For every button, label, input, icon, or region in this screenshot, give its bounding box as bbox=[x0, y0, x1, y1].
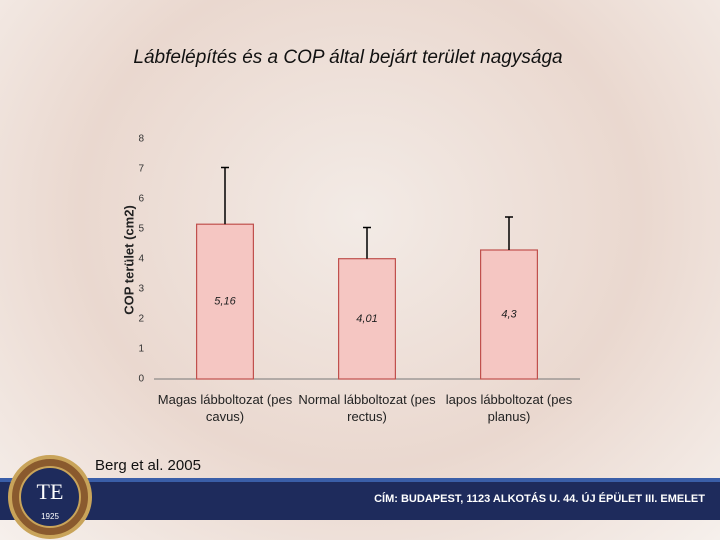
x-tick-label: lapos lábboltozat (pes planus) bbox=[445, 392, 573, 424]
value-label: 4,3 bbox=[501, 308, 517, 320]
footer-stripe bbox=[0, 478, 720, 482]
x-tick-label: Magas lábboltozat (pes cavus) bbox=[157, 392, 293, 424]
y-tick-label: 8 bbox=[138, 134, 144, 145]
chart-title: Lábfelépítés és a COP által bejárt terül… bbox=[133, 47, 562, 68]
y-tick-label: 5 bbox=[138, 224, 144, 235]
footer-band bbox=[0, 478, 720, 520]
y-tick-label: 3 bbox=[138, 284, 144, 295]
y-tick-label: 4 bbox=[138, 254, 144, 265]
logo-text: TE bbox=[37, 479, 64, 504]
value-label: 5,16 bbox=[214, 296, 236, 308]
address: CÍM: BUDAPEST, 1123 ALKOTÁS U. 44. ÚJ ÉP… bbox=[374, 492, 705, 505]
y-tick-label: 6 bbox=[138, 194, 144, 205]
y-tick-label: 7 bbox=[138, 164, 144, 175]
bar bbox=[480, 249, 539, 380]
y-tick-label: 1 bbox=[138, 344, 144, 355]
y-axis-label: COP terület (cm2) bbox=[121, 205, 136, 315]
citation: Berg et al. 2005 bbox=[95, 457, 201, 474]
value-label: 4,01 bbox=[356, 313, 377, 325]
y-tick-label: 2 bbox=[138, 314, 144, 325]
y-tick-label: 0 bbox=[138, 374, 144, 385]
logo-inner bbox=[19, 466, 81, 528]
logo-year: 1925 bbox=[41, 512, 59, 521]
x-tick-label: Normal lábboltozat (pes rectus) bbox=[298, 392, 436, 424]
